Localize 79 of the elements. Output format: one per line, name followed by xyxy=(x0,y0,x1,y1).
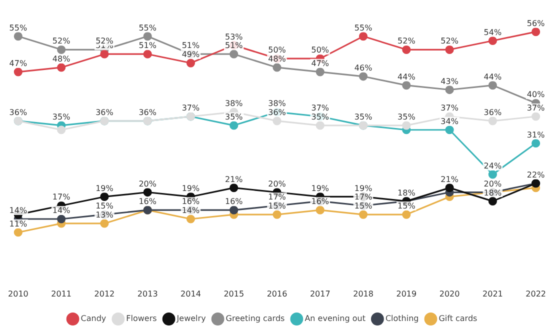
data-label: 19% xyxy=(96,184,114,193)
data-label: 20% xyxy=(268,179,286,188)
legend-label: Candy xyxy=(80,314,106,324)
legend-label: Gift cards xyxy=(438,314,478,324)
data-label: 36% xyxy=(9,108,28,118)
x-tick-label: 2016 xyxy=(266,289,288,298)
data-label: 50% xyxy=(311,46,330,55)
data-label: 44% xyxy=(398,72,416,82)
data-label: 17% xyxy=(52,192,71,202)
data-label: 55% xyxy=(9,23,28,32)
x-tick-label: 2020 xyxy=(439,289,460,298)
data-label: 34% xyxy=(440,116,459,126)
data-label: 56% xyxy=(526,18,546,28)
data-label: 21% xyxy=(224,174,244,184)
data-label: 51% xyxy=(182,41,200,50)
data-label: 16% xyxy=(138,197,157,206)
x-tick-label: 2011 xyxy=(51,289,72,298)
data-label: 20% xyxy=(138,179,157,188)
data-label: 48% xyxy=(52,54,71,64)
x-tick-label: 2021 xyxy=(482,289,503,298)
data-label: 15% xyxy=(398,202,416,211)
data-label: 35% xyxy=(398,112,416,122)
data-label: 53% xyxy=(224,32,244,42)
data-label: 16% xyxy=(224,197,244,206)
data-label: 37% xyxy=(311,104,330,113)
data-label: 22% xyxy=(526,170,546,180)
data-label: 19% xyxy=(311,184,330,193)
data-label: 21% xyxy=(440,174,459,184)
x-tick-label: 2014 xyxy=(180,289,201,298)
data-label: 50% xyxy=(268,46,286,55)
data-label: 36% xyxy=(138,108,157,118)
data-label: 55% xyxy=(354,23,373,32)
data-label: 37% xyxy=(526,104,546,113)
data-label: 18% xyxy=(398,188,416,198)
x-tick-label: 2012 xyxy=(94,289,115,298)
data-label: 24% xyxy=(484,162,502,171)
data-label: 44% xyxy=(484,72,502,82)
data-label: 35% xyxy=(224,112,244,122)
data-label: 37% xyxy=(182,104,200,113)
data-label: 51% xyxy=(138,41,157,50)
data-label: 14% xyxy=(52,206,71,216)
legend-label: Greeting cards xyxy=(226,314,285,324)
x-tick-label: 2015 xyxy=(224,289,244,298)
data-label: 16% xyxy=(182,197,200,206)
data-label: 36% xyxy=(484,108,502,118)
data-label: 54% xyxy=(484,28,502,37)
data-label: 47% xyxy=(9,59,28,68)
data-label: 17% xyxy=(268,192,286,202)
data-label: 47% xyxy=(311,59,330,68)
legend-label: Clothing xyxy=(385,314,419,324)
data-label: 19% xyxy=(354,184,373,193)
data-label: 38% xyxy=(224,99,244,108)
x-tick-label: 2017 xyxy=(310,289,330,298)
data-label: 11% xyxy=(9,219,28,228)
data-label: 20% xyxy=(484,179,502,188)
x-tick-label: 2013 xyxy=(137,289,158,298)
data-label: 43% xyxy=(440,76,459,86)
data-label: 52% xyxy=(398,36,416,46)
data-label: 36% xyxy=(96,108,114,118)
data-label: 38% xyxy=(268,99,286,108)
data-label: 15% xyxy=(96,202,114,211)
x-tick-label: 2010 xyxy=(8,289,28,298)
data-label: 52% xyxy=(440,36,459,46)
x-tick-label: 2022 xyxy=(526,289,546,298)
x-tick-label: 2019 xyxy=(396,289,417,298)
data-label: 40% xyxy=(526,90,546,100)
data-label: 37% xyxy=(440,104,459,113)
data-label: 55% xyxy=(138,23,157,32)
x-tick-label: 2018 xyxy=(353,289,374,298)
legend-label: Flowers xyxy=(126,314,157,324)
data-label: 46% xyxy=(354,63,373,72)
data-label: 14% xyxy=(9,206,28,216)
data-label: 31% xyxy=(526,130,546,140)
legend-label: Jewelry xyxy=(176,314,206,324)
data-label: 19% xyxy=(182,184,200,193)
data-label: 52% xyxy=(52,36,71,46)
legend-label: An evening out xyxy=(304,314,366,324)
data-label: 35% xyxy=(354,112,373,122)
data-label: 35% xyxy=(52,112,71,122)
